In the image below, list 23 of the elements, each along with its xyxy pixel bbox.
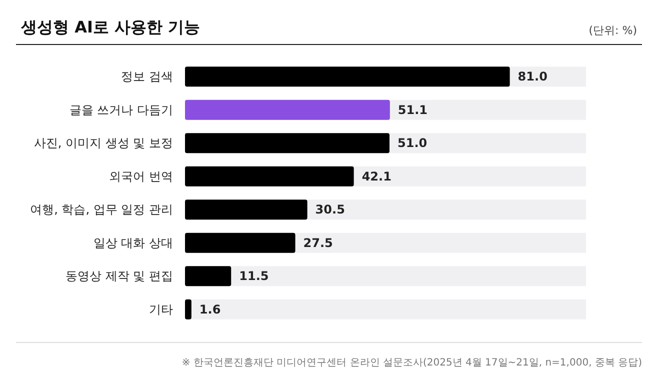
y-tick-label: 정보 검색 <box>121 70 173 84</box>
bar <box>185 200 308 220</box>
chart-title: 생성형 AI로 사용한 기능 <box>20 18 200 36</box>
text: (단위: %) <box>588 24 638 37</box>
bar <box>185 232 296 253</box>
text: ※ 한국언론진흥재단 미디어연구센터 온라인 설문조사(2025년 4월 17일~21일, n=1,000, 중복 응답) <box>182 358 642 368</box>
bar <box>185 266 232 286</box>
y-tick-label: 외국어 번역 <box>109 169 173 184</box>
data-label: 1.6 <box>199 302 221 316</box>
bar <box>185 299 192 320</box>
y-tick-label: 일상 대화 상대 <box>93 236 173 250</box>
y-tick-label: 여행, 학습, 업무 일정 관리 <box>30 202 173 217</box>
y-tick-label: 기타 <box>149 302 173 316</box>
y-tick-label: 글을 쓰거나 다듬기 <box>69 102 173 117</box>
y-tick-label: 사진, 이미지 생성 및 보정 <box>34 136 173 150</box>
data-label: 51.1 <box>398 102 428 117</box>
data-label: 30.5 <box>315 202 345 217</box>
data-label: 51.0 <box>398 136 428 150</box>
data-label: 42.1 <box>362 169 392 184</box>
data-label: 81.0 <box>518 70 548 84</box>
y-tick-label: 동영상 제작 및 편집 <box>66 269 173 284</box>
data-label: 11.5 <box>239 269 269 284</box>
data-label: 27.5 <box>303 236 333 250</box>
